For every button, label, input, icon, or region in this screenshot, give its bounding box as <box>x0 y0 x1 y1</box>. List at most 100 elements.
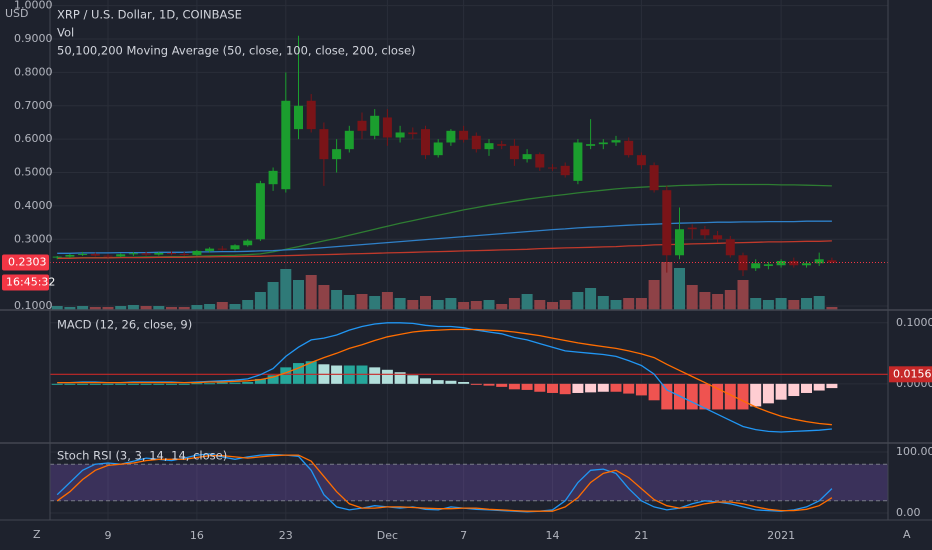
candle-body <box>802 263 811 266</box>
histogram-bar <box>496 383 508 387</box>
histogram-bar <box>64 383 76 385</box>
volume-bar <box>674 268 685 310</box>
volume-bar <box>648 280 660 310</box>
histogram-bar <box>166 383 177 385</box>
candle-body <box>332 149 342 160</box>
histogram-bar <box>178 383 190 385</box>
volume-bar <box>661 262 673 310</box>
x-tick-label: 16 <box>190 529 204 542</box>
candle-body <box>675 229 684 256</box>
volume-bar <box>547 302 558 310</box>
corner-icon[interactable]: A <box>903 528 911 541</box>
y-tick-label: 0.6000 <box>14 132 53 145</box>
candle-body <box>116 254 126 257</box>
volume-bar <box>635 298 647 310</box>
candle-body <box>205 248 215 251</box>
volume-bar <box>826 307 838 310</box>
candle-body <box>421 129 430 156</box>
histogram-bar <box>623 383 635 394</box>
volume-bar <box>610 300 622 310</box>
histogram-bar <box>508 383 520 390</box>
histogram-bar <box>229 382 241 384</box>
candle-body <box>776 260 786 266</box>
candle-body <box>167 252 176 254</box>
volume-bar <box>153 306 165 310</box>
y-tick-label: 0.1000 <box>14 299 53 312</box>
volume-bar <box>369 296 381 310</box>
volume-bar <box>813 296 825 310</box>
histogram-bar <box>661 383 673 410</box>
volume-bar <box>432 300 444 310</box>
volume-bar <box>801 298 812 310</box>
volume-bar <box>356 294 368 310</box>
candle-body <box>103 255 113 257</box>
candle-body <box>179 253 189 255</box>
candle-body <box>725 239 735 256</box>
x-tick-label: 2021 <box>767 529 795 542</box>
volume-bar <box>483 300 495 310</box>
histogram-bar <box>216 382 228 384</box>
band-fill <box>50 464 888 501</box>
candle-body <box>649 165 659 191</box>
candle-body <box>192 250 202 255</box>
histogram-bar <box>699 383 711 410</box>
volume-bar <box>496 304 508 310</box>
candle-body <box>154 252 164 255</box>
x-tick-label: 14 <box>546 529 560 542</box>
x-tick-label: 9 <box>105 529 112 542</box>
histogram-bar <box>254 378 266 384</box>
volume-bar <box>623 298 635 310</box>
candle-body <box>560 165 570 176</box>
candle-body <box>255 183 265 240</box>
histogram-bar <box>597 383 609 392</box>
histogram-bar <box>610 383 622 392</box>
histogram-bar <box>750 383 762 407</box>
volume-bar <box>89 307 101 310</box>
volume-bar <box>597 296 609 310</box>
histogram-bar <box>686 383 698 410</box>
candle-body <box>52 256 62 258</box>
histogram-bar <box>483 383 495 386</box>
candle-body <box>382 117 392 138</box>
currency: USD <box>5 7 29 20</box>
ma-legend: 50,100,200 Moving Average (50, close, 10… <box>57 44 416 58</box>
histogram-bar <box>394 372 406 384</box>
volume-bar <box>445 298 457 310</box>
volume-bar <box>559 300 571 310</box>
volume-bar <box>140 306 152 310</box>
y-tick-label: 0.3000 <box>14 232 53 245</box>
volume-bar <box>178 307 190 310</box>
candle-body <box>408 132 418 135</box>
candle-body <box>713 235 723 240</box>
volume-bar <box>204 304 216 310</box>
histogram-bar <box>51 383 63 385</box>
moving-average <box>57 220 832 254</box>
volume-bar <box>229 304 241 310</box>
volume-bar <box>242 300 254 310</box>
histogram-bar <box>127 383 139 385</box>
volume-bar <box>508 298 520 310</box>
volume-bar <box>216 302 228 310</box>
histogram-bar <box>762 383 774 404</box>
volume-bar <box>737 280 749 310</box>
volume-bar <box>77 306 89 310</box>
candle-body <box>294 105 303 130</box>
histogram-bar <box>572 383 584 393</box>
volume-bar <box>762 300 774 310</box>
candle-body <box>268 170 278 185</box>
candle-body <box>230 245 240 250</box>
candle-body <box>497 144 507 146</box>
candle-body <box>217 248 227 250</box>
price-tag <box>2 254 49 271</box>
candle-body <box>624 140 634 156</box>
corner-icon[interactable]: Z <box>33 528 41 541</box>
histogram-bar <box>712 383 724 410</box>
histogram-bar <box>826 383 838 389</box>
histogram-bar <box>788 383 800 397</box>
histogram-bar <box>242 381 254 384</box>
x-tick-label: Dec <box>377 529 398 542</box>
histogram-bar <box>369 367 381 384</box>
candle-body <box>65 254 75 257</box>
